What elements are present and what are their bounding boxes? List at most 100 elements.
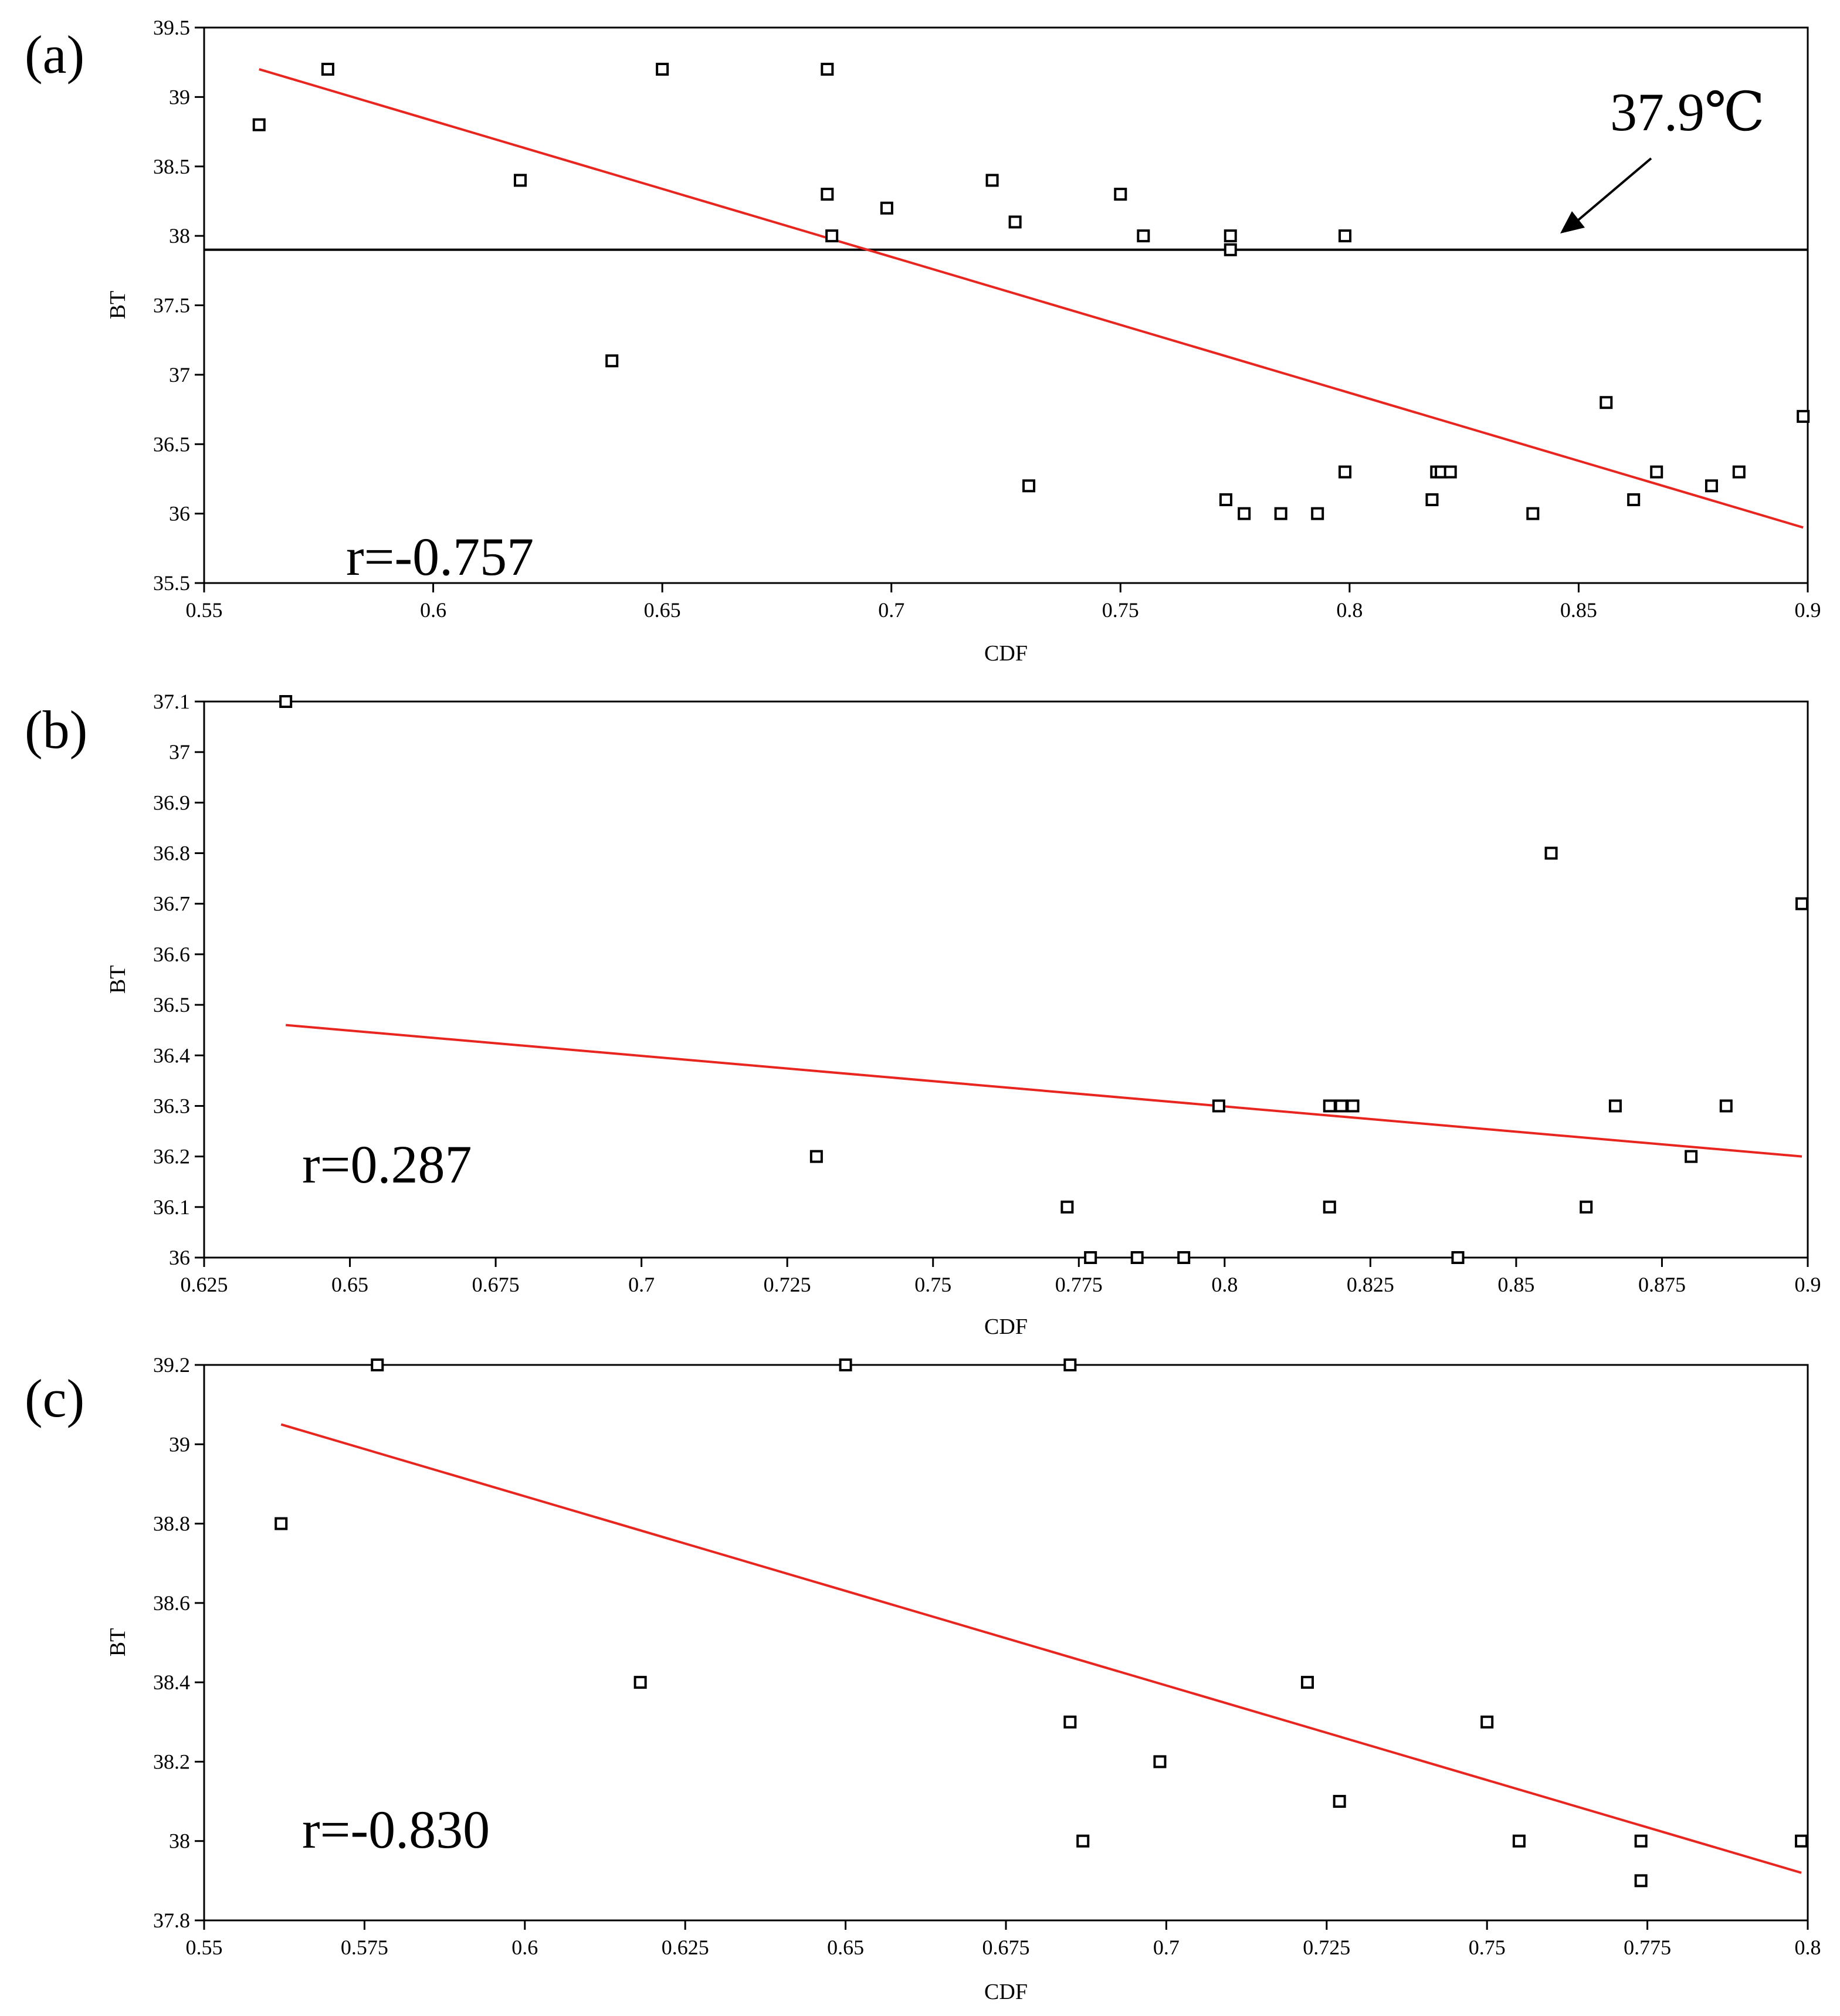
- panel-c-y-tick-label: 38.6: [153, 1591, 190, 1615]
- panel-a-data-point: [605, 354, 619, 368]
- panel-b-y-ticks: 36 36.1 36.2 36.3 36.4 36.5 36.6 36.7 36.8 36.9 37…: [153, 690, 204, 1269]
- panel-c-x-axis-label: CDF: [984, 1980, 1028, 2004]
- panel-a-y-tick-label: 37: [169, 363, 190, 387]
- panel-c-x-tick-label: 0.625: [662, 1936, 709, 1959]
- panel-a-y-tick-label: 36.5: [153, 432, 190, 456]
- panel-b-data-point: [1323, 1099, 1336, 1113]
- panel-b-x-tick-label: 0.825: [1347, 1273, 1394, 1296]
- panel-c-label: (c): [25, 1368, 84, 1428]
- panel-b-x-tick-label: 0.9: [1795, 1273, 1821, 1296]
- panel-b-data-point: [1130, 1251, 1144, 1264]
- panel-c-x-tick-label: 0.575: [341, 1936, 388, 1959]
- panel-b-x-tick-label: 0.85: [1497, 1273, 1534, 1296]
- panel-b-y-tick-label: 36.8: [153, 842, 190, 865]
- panel-a-data-point: [1219, 493, 1232, 506]
- panel-a-data-point: [880, 201, 893, 215]
- panel-a-data-point: [1311, 507, 1324, 520]
- panel-a-y-tick-label: 37.5: [153, 294, 190, 317]
- panel-b-x-tick-label: 0.775: [1055, 1273, 1103, 1296]
- panel-a-data-point: [513, 174, 527, 187]
- panel-b-data-point: [1346, 1099, 1360, 1113]
- panel-c-data-point: [275, 1517, 288, 1530]
- panel-c-data-point: [1512, 1834, 1526, 1848]
- panel-a-data-point: [252, 118, 266, 131]
- panel-c-x-tick-label: 0.75: [1469, 1936, 1506, 1959]
- panel-c-x-tick-label: 0.775: [1624, 1936, 1671, 1959]
- panel-b-x-tick-label: 0.625: [181, 1273, 228, 1296]
- panel-c-x-tick-label: 0.8: [1795, 1936, 1821, 1959]
- panel-a-y-tick-label: 38.5: [153, 155, 190, 178]
- panel-b: (b) 3636.136.236.336.436.536.636.736.836…: [25, 690, 1821, 1339]
- panel-a-x-tick-label: 0.8: [1336, 598, 1363, 622]
- panel-a-data-point: [1526, 507, 1540, 520]
- panel-b-y-tick-label: 36.5: [153, 993, 190, 1017]
- panel-b-y-tick-label: 37: [169, 740, 190, 764]
- panel-c-data-point: [1300, 1676, 1314, 1689]
- panel-a-plot-frame: [203, 26, 1809, 584]
- panel-a-data-point: [1022, 479, 1036, 493]
- panel-a-data-point: [1224, 243, 1237, 256]
- panel-a-data-point: [1339, 229, 1352, 243]
- panel-a-y-tick-label: 35.5: [153, 571, 190, 595]
- panel-b-fit-line: [286, 1024, 1802, 1158]
- panel-c-data-point: [371, 1358, 384, 1371]
- panel-c-y-tick-label: 38: [169, 1829, 190, 1853]
- panel-a-data-point: [1274, 507, 1287, 520]
- panel-a-x-tick-label: 0.75: [1102, 598, 1139, 622]
- panel-b-y-tick-label: 36.6: [153, 943, 190, 966]
- panel-c-y-axis-label: BT: [106, 1628, 130, 1657]
- panel-a-data-point: [1339, 465, 1352, 479]
- panel-a-y-tick-label: 38: [169, 224, 190, 248]
- panel-b-x-axis-label: CDF: [984, 1314, 1028, 1339]
- panel-c-x-tick-label: 0.725: [1303, 1936, 1350, 1959]
- panel-b-y-tick-label: 36: [169, 1246, 190, 1269]
- panel-b-y-tick-label: 36.4: [153, 1043, 190, 1067]
- panel-c-data-point: [839, 1358, 852, 1371]
- panel-c-x-tick-label: 0.675: [982, 1936, 1030, 1959]
- panel-a-data-point: [821, 188, 834, 201]
- panel-b-y-axis-label: BT: [106, 965, 130, 994]
- panel-b-data-point: [1580, 1200, 1593, 1214]
- panel-a-annotation-arrow-shaft: [1574, 157, 1652, 224]
- panel-a-x-tick-label: 0.55: [186, 598, 223, 622]
- panel-b-data-point: [1719, 1099, 1733, 1113]
- panel-c-data-point: [1634, 1874, 1648, 1888]
- panel-a-data-point: [1224, 229, 1237, 243]
- panel-a-data-point: [1008, 215, 1022, 229]
- panel-b-data-point: [1608, 1099, 1622, 1113]
- panel-b-data-point: [1334, 1099, 1348, 1113]
- panel-a-y-ticks: 35.5 36 36.5 37 37.5 38 38.5 39 39.5: [153, 16, 204, 595]
- panel-a-data-point: [1443, 465, 1457, 479]
- panel-a-y-tick-label: 36: [169, 502, 190, 526]
- panel-b-data-point: [1685, 1150, 1698, 1163]
- panel-c-x-tick-label: 0.6: [511, 1936, 538, 1959]
- panel-c-y-ticks: 37.8 38 38.2 38.4 38.6 38.8 39 39.2: [153, 1353, 204, 1932]
- panel-b-data-point: [1795, 897, 1809, 910]
- panel-c-data-point: [1076, 1834, 1090, 1848]
- panel-b-data-point: [1060, 1200, 1074, 1214]
- panel-b-x-tick-label: 0.725: [764, 1273, 811, 1296]
- panel-a-annotation-arrowhead: [1560, 211, 1585, 233]
- panel-a-data-point: [1650, 465, 1663, 479]
- panel-a-data-point: [1732, 465, 1746, 479]
- panel-b-x-tick-label: 0.7: [628, 1273, 655, 1296]
- panel-b-plot-frame: [203, 700, 1809, 1259]
- panel-b-data-point: [1084, 1251, 1097, 1264]
- panel-a-data-point: [985, 174, 999, 187]
- panel-b-y-tick-label: 36.9: [153, 791, 190, 814]
- panel-c-data-point: [1333, 1795, 1346, 1808]
- panel-a-y-axis-label: BT: [106, 291, 130, 320]
- panel-c-data-point: [1634, 1834, 1648, 1848]
- panel-a-data-point: [1425, 493, 1439, 506]
- panel-a-label: (a): [25, 25, 84, 84]
- panel-c-x-ticks: 0.55 0.575 0.6 0.625 0.65 0.675 0.7 0.725 0.75 0.…: [186, 1920, 1821, 1959]
- panel-a-data-point: [656, 63, 669, 76]
- panel-a-data-point: [1627, 493, 1641, 506]
- panel-a-r-label: r=-0.757: [346, 527, 534, 587]
- panel-a-data-point: [825, 229, 839, 243]
- panel-b-x-tick-label: 0.8: [1211, 1273, 1238, 1296]
- panel-c-data-point: [1063, 1715, 1077, 1729]
- panel-a-points: [252, 63, 1810, 520]
- panel-b-data-point: [1212, 1099, 1225, 1113]
- panel-b-data-point: [1544, 846, 1558, 860]
